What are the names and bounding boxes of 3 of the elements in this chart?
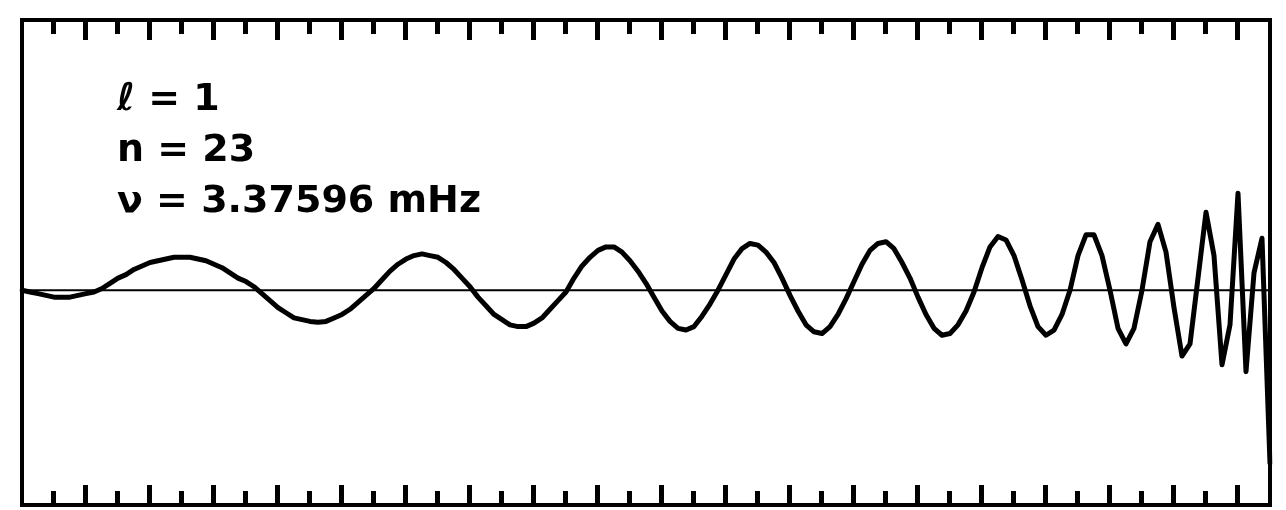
text: n = 23 — [117, 125, 256, 170]
text: ℓ = 1 — [116, 74, 220, 119]
annotation: ν = 3.37596 mHz — [117, 176, 482, 221]
